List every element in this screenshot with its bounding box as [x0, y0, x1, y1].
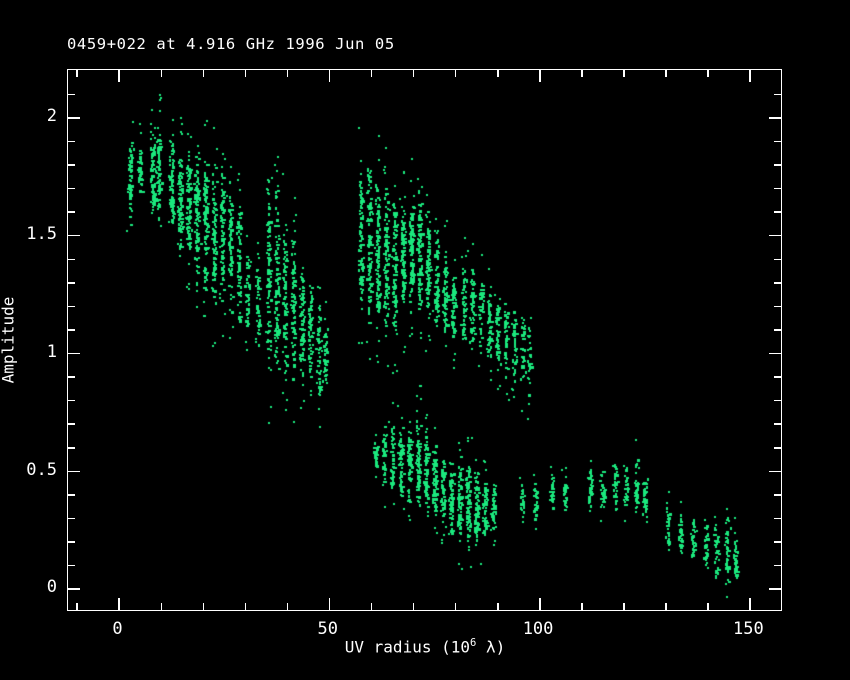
y-tick-major-right — [769, 588, 781, 590]
x-tick-minor — [581, 603, 583, 610]
y-tick-minor-right — [774, 164, 781, 166]
y-tick-major-right — [769, 234, 781, 237]
y-tick-major — [68, 234, 80, 237]
x-tick-minor-top — [160, 70, 163, 77]
x-axis-label-main: UV radius (10 — [344, 637, 470, 657]
x-tick-minor — [454, 603, 457, 610]
y-tick-minor — [68, 187, 75, 190]
x-tick-minor-top — [454, 70, 457, 77]
y-tick-minor — [68, 517, 75, 520]
x-tick-label: 100 — [522, 619, 554, 639]
x-tick-minor-top — [665, 70, 667, 77]
y-tick-major — [68, 470, 80, 473]
y-tick-minor — [68, 399, 75, 402]
y-tick-minor — [68, 376, 75, 378]
y-tick-major — [68, 117, 80, 119]
x-tick-minor — [244, 603, 247, 610]
x-tick-major-top — [328, 70, 331, 82]
x-axis-label-tail: λ) — [476, 637, 506, 657]
y-tick-minor — [68, 564, 75, 567]
y-tick-label: 1.5 — [26, 223, 57, 244]
x-tick-minor — [665, 603, 667, 610]
y-tick-minor-right — [774, 329, 781, 331]
x-tick-minor-top — [202, 70, 205, 77]
y-tick-minor-right — [774, 423, 781, 425]
y-tick-minor-right — [774, 541, 781, 543]
y-tick-minor-right — [774, 305, 781, 308]
y-tick-label: 2 — [46, 106, 57, 127]
x-tick-major — [539, 598, 541, 610]
x-tick-minor-top — [244, 70, 247, 77]
x-tick-minor — [160, 603, 163, 610]
x-tick-minor — [623, 603, 625, 610]
y-tick-minor — [68, 305, 75, 308]
y-tick-minor-right — [774, 564, 781, 567]
x-axis-label: UV radius (106 λ) — [345, 637, 505, 656]
y-tick-minor — [68, 164, 75, 166]
x-tick-major-top — [118, 70, 120, 82]
y-tick-minor-right — [774, 140, 781, 143]
y-tick-minor — [68, 329, 75, 331]
y-tick-major-right — [769, 117, 781, 119]
y-tick-minor — [68, 447, 75, 449]
x-tick-minor — [370, 603, 373, 610]
x-tick-minor — [707, 603, 709, 610]
y-tick-minor-right — [774, 93, 781, 96]
x-tick-major — [118, 598, 120, 610]
y-tick-minor-right — [774, 517, 781, 520]
x-tick-minor-top — [286, 70, 289, 77]
x-tick-major — [328, 598, 331, 610]
x-tick-major-top — [749, 70, 751, 82]
x-tick-minor-top — [412, 70, 415, 77]
y-tick-minor-right — [774, 211, 781, 213]
y-tick-label: 0 — [46, 577, 57, 598]
y-tick-label: 0.5 — [26, 459, 57, 480]
x-tick-minor-top — [76, 70, 78, 77]
scatter-data-layer — [68, 70, 783, 612]
plot-axes-frame — [67, 69, 783, 612]
y-axis-label: Amplitude — [0, 296, 18, 384]
x-tick-minor — [497, 603, 499, 610]
x-tick-major-top — [539, 70, 541, 82]
x-tick-minor — [286, 603, 289, 610]
x-tick-minor-top — [581, 70, 583, 77]
y-tick-minor — [68, 282, 75, 284]
x-tick-minor — [76, 603, 78, 610]
y-tick-minor-right — [774, 258, 781, 261]
y-tick-minor — [68, 494, 75, 496]
y-tick-major — [68, 352, 80, 355]
y-tick-minor — [68, 541, 75, 543]
y-tick-minor — [68, 258, 75, 261]
y-tick-minor-right — [774, 376, 781, 378]
x-axis-label-exponent: 6 — [470, 637, 477, 649]
plot-title: 0459+022 at 4.916 GHz 1996 Jun 05 — [67, 35, 395, 53]
x-tick-minor-top — [370, 70, 373, 77]
y-tick-minor-right — [774, 494, 781, 496]
x-tick-minor — [412, 603, 415, 610]
y-tick-minor-right — [774, 187, 781, 190]
y-tick-major — [68, 588, 80, 590]
y-tick-minor-right — [774, 447, 781, 449]
y-tick-minor — [68, 93, 75, 96]
x-tick-minor — [202, 603, 205, 610]
y-tick-label: 1 — [46, 341, 57, 362]
y-tick-minor-right — [774, 399, 781, 402]
y-tick-minor — [68, 140, 75, 143]
x-tick-minor-top — [497, 70, 499, 77]
x-tick-label: 50 — [317, 619, 338, 639]
x-tick-minor-top — [623, 70, 625, 77]
y-tick-major-right — [769, 470, 781, 473]
x-tick-major — [749, 598, 751, 610]
x-tick-label: 0 — [112, 619, 123, 639]
x-tick-minor-top — [707, 70, 709, 77]
y-tick-minor — [68, 211, 75, 213]
x-tick-label: 150 — [732, 619, 764, 639]
y-tick-major-right — [769, 352, 781, 355]
y-tick-minor — [68, 423, 75, 425]
y-tick-minor-right — [774, 282, 781, 284]
